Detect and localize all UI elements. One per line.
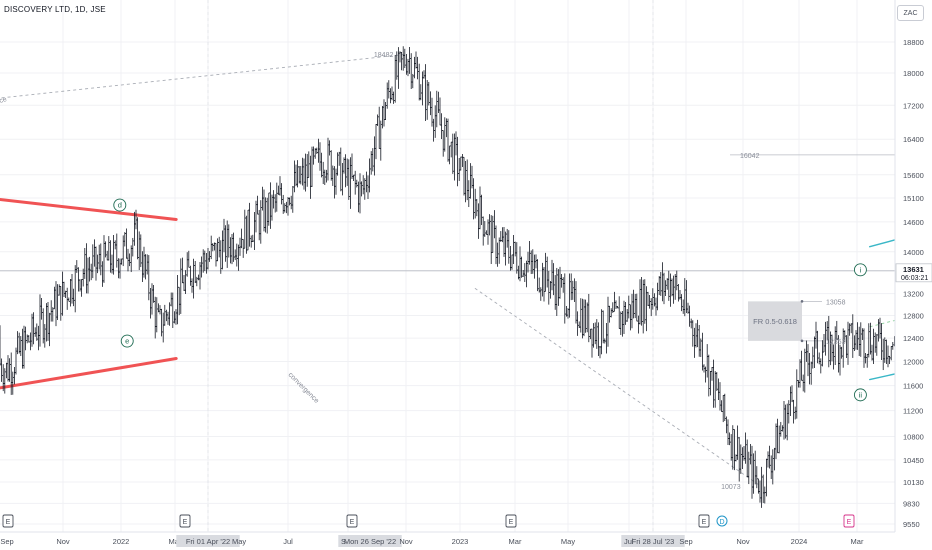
earnings-badge-box xyxy=(505,514,517,528)
fib-level-point xyxy=(800,339,804,343)
earnings-badge-box xyxy=(698,514,710,528)
price-axis-label: 10450 xyxy=(903,456,924,465)
price-axis-label: 14000 xyxy=(903,248,924,257)
price-axis-label: 13200 xyxy=(903,290,924,299)
earnings-badge-label: E xyxy=(702,519,707,526)
time-axis-label-partial: May xyxy=(232,537,246,546)
earnings-badge-box xyxy=(346,514,358,528)
value-label: 18482 xyxy=(374,52,394,59)
price-axis-label: 10130 xyxy=(903,478,924,487)
price-axis-label: 18000 xyxy=(903,69,924,78)
current-price-tag-box xyxy=(895,263,932,283)
trendline-0 xyxy=(0,197,178,221)
earnings-badge-box xyxy=(843,514,855,528)
earnings-badge-box xyxy=(2,514,14,528)
value-label: 13058 xyxy=(826,299,846,306)
trendline-1 xyxy=(0,357,178,390)
price-axis-label: 16400 xyxy=(903,135,924,144)
fib-level-point xyxy=(800,300,804,303)
wave-label-circle xyxy=(853,263,867,277)
time-axis-label: Fri 28 Jul '23 xyxy=(632,537,675,546)
wave-label-circle xyxy=(113,198,127,212)
price-axis-label: 15600 xyxy=(903,171,924,180)
wave-label: e xyxy=(125,337,129,346)
fib-retracement-zone xyxy=(748,301,802,341)
earnings-badge[interactable]: E xyxy=(346,514,358,528)
wave-label-circle xyxy=(853,388,867,402)
current-price-value: 13631 xyxy=(903,265,924,274)
time-axis-highlight xyxy=(176,535,240,547)
wave-label-circle xyxy=(120,334,134,348)
value-label: 16042 xyxy=(740,153,760,160)
time-axis-label-partial: S xyxy=(341,537,346,546)
earnings-badge-label: E xyxy=(509,519,514,526)
time-axis-label: 2022 xyxy=(113,537,130,546)
price-axis-label: 15100 xyxy=(903,194,924,203)
price-axis-label: 9550 xyxy=(903,520,920,529)
time-axis-label-partial: Jul xyxy=(624,537,634,546)
time-axis-highlight xyxy=(338,535,402,547)
time-axis-label: Nov xyxy=(736,537,750,546)
earnings-badge-label: E xyxy=(6,519,11,526)
current-price-countdown: 06:03:21 xyxy=(901,275,928,282)
dashed-line-0 xyxy=(0,53,408,99)
dividend-badge[interactable]: D xyxy=(716,515,728,527)
price-axis-label: 14600 xyxy=(903,218,924,227)
time-axis-highlight xyxy=(621,535,685,547)
time-axis-label: 2024 xyxy=(791,537,808,546)
earnings-badge[interactable]: E xyxy=(698,514,710,528)
time-axis-label: Mon 26 Sep '22 xyxy=(344,537,396,546)
dividend-badge-circle xyxy=(716,515,728,527)
earnings-badge-label: E xyxy=(350,519,355,526)
earnings-badge[interactable]: E xyxy=(843,514,855,528)
price-axis-label: 12800 xyxy=(903,312,924,321)
wave-label: i xyxy=(860,265,862,274)
price-axis-label: 12400 xyxy=(903,334,924,343)
time-axis-label: Jul xyxy=(283,537,293,546)
earnings-badge-label: E xyxy=(847,519,852,526)
price-axis-label: 18800 xyxy=(903,38,924,47)
price-axis-label: 11600 xyxy=(903,382,923,391)
value-label: 10073 xyxy=(721,484,741,491)
ohlc-bars xyxy=(0,46,932,508)
price-axis-label: 9830 xyxy=(903,499,920,508)
time-axis-label: 2023 xyxy=(452,537,469,546)
currency-badge[interactable]: ZAC xyxy=(897,5,924,21)
wave-label: d xyxy=(118,201,122,210)
time-axis-label: Nov xyxy=(56,537,70,546)
price-axis-label: 12000 xyxy=(903,357,924,366)
time-axis-label: Sep xyxy=(0,537,13,546)
dashed-line-1 xyxy=(474,287,761,487)
price-axis-label: 11200 xyxy=(903,407,923,416)
time-axis-label: Fri 01 Apr '22 xyxy=(186,537,230,546)
earnings-badge[interactable]: E xyxy=(179,514,191,528)
dividend-badge-label: D xyxy=(719,519,724,526)
price-axis-label: 10800 xyxy=(903,432,924,441)
time-axis-label: May xyxy=(561,537,575,546)
earnings-badge-label: E xyxy=(183,519,188,526)
cut-off-label: ce xyxy=(0,96,8,105)
price-axis-label: 17200 xyxy=(903,101,924,110)
time-axis-label: Sep xyxy=(679,537,692,546)
time-axis-label: Mar xyxy=(509,537,522,546)
earnings-badge[interactable]: E xyxy=(505,514,517,528)
value-label: 12353 xyxy=(826,339,846,346)
earnings-badge-box xyxy=(179,514,191,528)
time-axis-label: Mar xyxy=(169,537,182,546)
chart-title: DISCOVERY LTD, 1D, JSE xyxy=(4,5,106,14)
fib-zone-label: FR 0.5-0.618 xyxy=(753,317,797,326)
time-axis-label: Nov xyxy=(399,537,413,546)
wave-label: ii xyxy=(859,390,863,399)
time-axis-label: Mar xyxy=(851,537,864,546)
earnings-badge[interactable]: E xyxy=(2,514,14,528)
